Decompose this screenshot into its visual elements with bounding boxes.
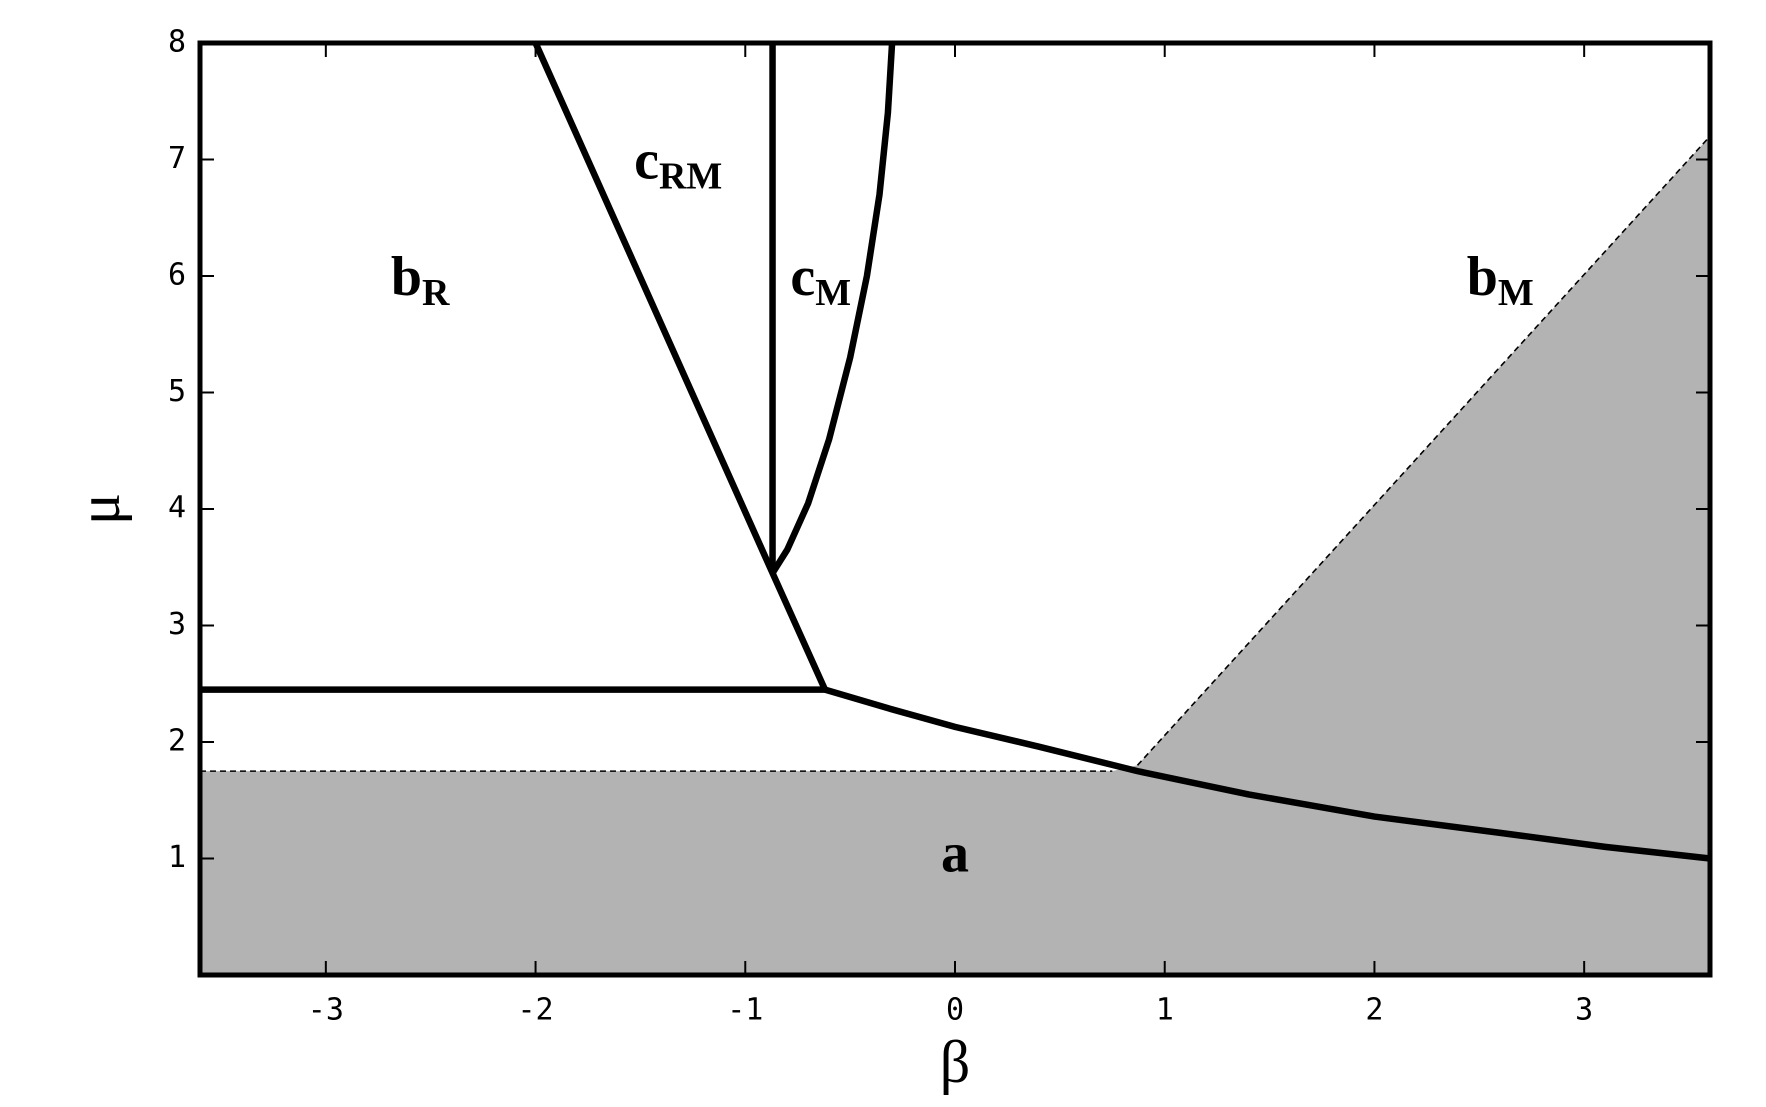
y-tick-label: 8: [168, 25, 186, 60]
x-tick-label: 1: [1156, 993, 1174, 1028]
region-label-subscript: RM: [659, 155, 722, 197]
region-label-main: a: [941, 822, 969, 884]
shaded-region: [200, 136, 1710, 975]
region-label: a: [941, 822, 969, 884]
region-label-subscript: M: [815, 272, 851, 314]
curve: [1136, 135, 1711, 766]
y-tick-label: 1: [168, 840, 186, 875]
curve: [532, 41, 828, 691]
x-tick-label: 3: [1575, 993, 1593, 1028]
curve: [769, 42, 896, 575]
x-tick-label: 2: [1365, 993, 1383, 1028]
x-tick-label: -1: [727, 993, 763, 1028]
region-label-main: c: [790, 246, 815, 308]
region-label-main: b: [1467, 246, 1498, 308]
region-label: cRM: [634, 129, 722, 197]
x-tick-label: -3: [308, 993, 344, 1028]
region-label: bM: [1467, 246, 1534, 314]
y-tick-label: 3: [168, 607, 186, 642]
y-tick-label: 4: [168, 491, 186, 526]
region-label-subscript: M: [1498, 272, 1534, 314]
region-label-main: b: [391, 246, 422, 308]
x-tick-label: 0: [946, 993, 964, 1028]
y-tick-label: 5: [168, 374, 186, 409]
y-tick-label: 2: [168, 724, 186, 759]
y-tick-label: 6: [168, 258, 186, 293]
region-label: bR: [391, 246, 450, 314]
region-label-subscript: R: [422, 272, 450, 314]
region-label: cM: [790, 246, 851, 314]
x-tick-label: -2: [517, 993, 553, 1028]
x-axis-label: β: [940, 1029, 971, 1095]
region-label-main: c: [634, 129, 659, 191]
y-tick-label: 7: [168, 141, 186, 176]
y-axis-label: μ: [66, 493, 132, 525]
curve: [824, 686, 1711, 862]
